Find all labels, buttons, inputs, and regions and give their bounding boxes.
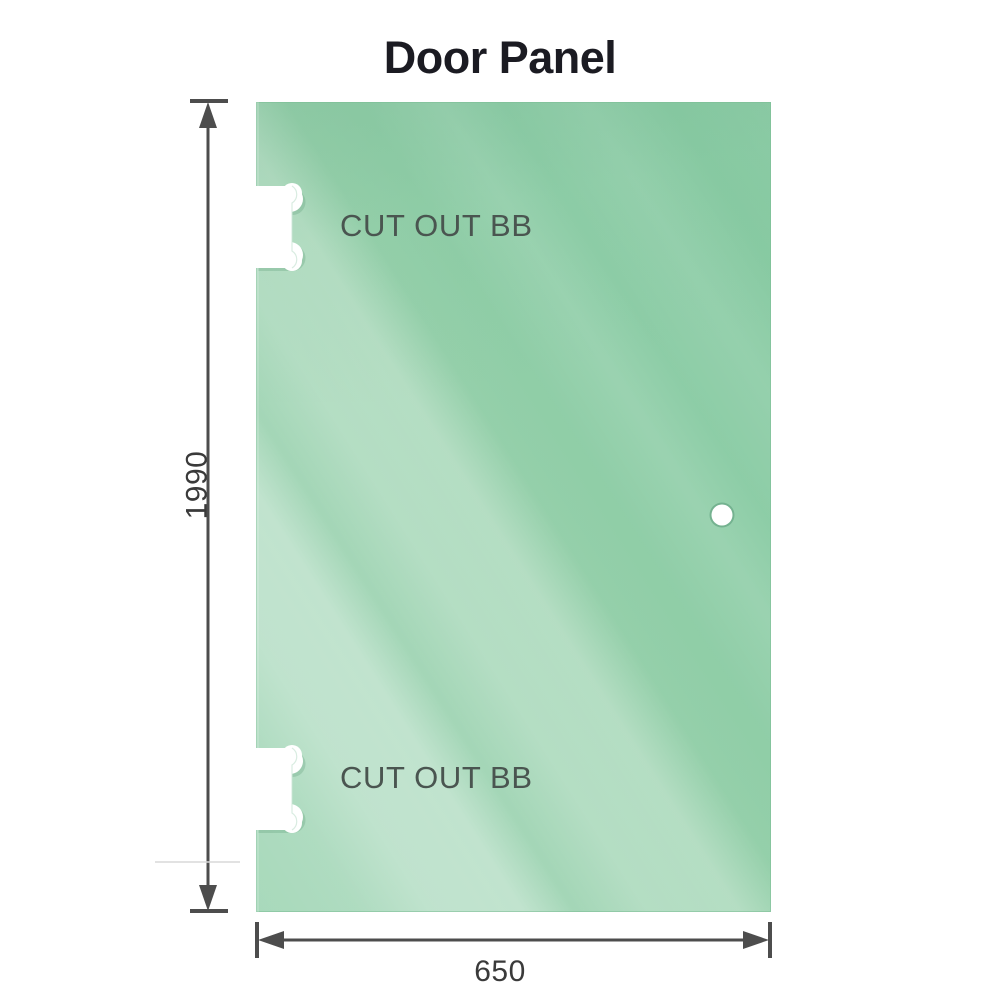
cutout-bottom-label: CUT OUT BB	[340, 760, 533, 795]
dimension-height-label: 1990	[180, 450, 214, 520]
hinge-cutout-top	[256, 183, 306, 271]
handle-hole	[709, 502, 735, 528]
glass-panel-outline	[256, 102, 771, 912]
dimension-height-arrow-top	[199, 102, 217, 128]
handle-hole-bore	[711, 504, 733, 526]
dimension-width-arrow-right	[743, 931, 769, 949]
page-title: Door Panel	[383, 32, 617, 83]
glass-panel-top-shade	[256, 102, 771, 402]
dimension-width	[255, 922, 772, 958]
dimension-height	[155, 99, 240, 913]
glass-panel-group	[256, 102, 771, 912]
cutout-top-label: CUT OUT BB	[340, 208, 533, 243]
dimension-height-arrow-bottom	[199, 885, 217, 911]
dimension-width-arrow-left	[258, 931, 284, 949]
dimension-width-label: 650	[474, 955, 526, 988]
glass-panel-left-edge-highlight	[256, 102, 259, 912]
hinge-cutout-bottom	[256, 745, 306, 833]
